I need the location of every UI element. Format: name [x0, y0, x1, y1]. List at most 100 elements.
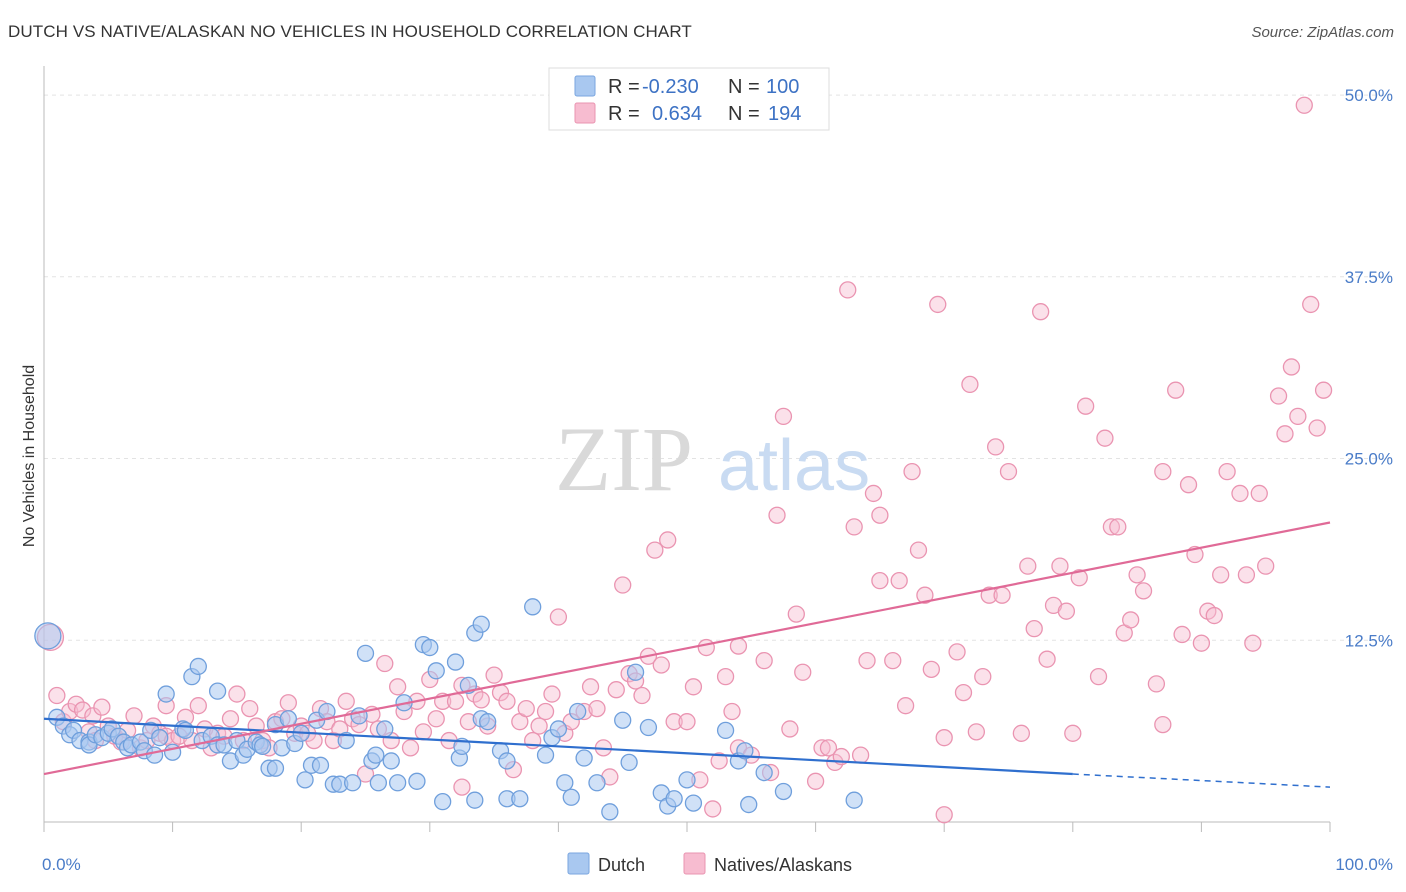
natives-point	[337, 692, 355, 710]
natives-point	[916, 586, 934, 604]
dutch-point	[176, 721, 195, 740]
natives-point	[652, 656, 670, 674]
natives-point	[839, 281, 857, 299]
natives-point	[1025, 619, 1043, 638]
dutch-point	[376, 720, 394, 738]
natives-point	[84, 707, 102, 725]
dutch-point	[562, 788, 580, 806]
dutch-point	[614, 711, 632, 729]
dutch-point	[466, 791, 484, 809]
natives-point	[819, 739, 838, 757]
natives-point	[517, 699, 535, 718]
natives-point	[1218, 462, 1236, 481]
natives-point	[896, 697, 915, 715]
natives-point	[485, 666, 503, 684]
dutch-point	[266, 759, 285, 777]
natives-point	[376, 654, 394, 673]
dutch-point	[356, 644, 375, 663]
natives-point	[1070, 569, 1088, 587]
dutch-point	[343, 774, 362, 792]
natives-point	[1295, 96, 1313, 114]
dutch-point	[367, 746, 385, 764]
legend-r-label: R =	[608, 103, 640, 125]
natives-point	[1012, 724, 1031, 742]
legend-n-value: 100	[766, 76, 799, 98]
legend-swatch-natives	[574, 102, 596, 124]
natives-point	[1302, 295, 1320, 314]
legend-r-value: -0.230	[642, 76, 699, 98]
natives-point	[813, 739, 831, 757]
dutch-point	[639, 718, 658, 737]
natives-point	[1289, 407, 1307, 426]
dutch-point	[684, 794, 703, 812]
natives-point	[1250, 484, 1268, 503]
natives-point	[1244, 634, 1262, 652]
natives-point	[999, 462, 1018, 481]
dutch-point	[716, 721, 735, 740]
natives-point	[1128, 566, 1146, 584]
natives-point	[851, 746, 870, 764]
natives-point	[909, 541, 928, 559]
natives-point	[1077, 397, 1095, 415]
natives-point	[67, 695, 85, 713]
legend-top: R = -0.230 N = 100 R = 0.634 N = 194	[548, 67, 830, 131]
dutch-point	[421, 638, 439, 657]
watermark-atlas: atlas	[718, 426, 870, 506]
natives-point	[1269, 387, 1288, 405]
natives-point	[401, 739, 420, 757]
legend-bottom-natives: Natives/Alaskans	[714, 855, 852, 875]
natives-point	[279, 694, 297, 712]
natives-point	[710, 752, 728, 770]
dutch-point	[472, 615, 490, 633]
dutch-point	[253, 737, 272, 756]
natives-point	[980, 586, 998, 604]
natives-point	[922, 660, 940, 678]
legend-r-value: 0.634	[652, 103, 702, 125]
dutch-point	[446, 653, 465, 671]
natives-point	[1109, 518, 1127, 536]
dutch-point	[755, 763, 773, 782]
natives-point	[986, 438, 1005, 456]
dutch-trend-extension	[1072, 773, 1331, 788]
natives-point	[858, 651, 876, 670]
dutch-point	[575, 749, 593, 767]
natives-point	[73, 701, 92, 719]
dutch-point	[511, 790, 529, 808]
natives-point	[1122, 611, 1140, 629]
natives-point	[228, 685, 246, 703]
natives-point	[1192, 634, 1211, 652]
series-dutch-points	[34, 598, 863, 821]
natives-trend-line	[43, 521, 1331, 776]
natives-point	[659, 531, 677, 549]
dutch-trend-line	[43, 717, 1073, 776]
legend-r-label: R =	[608, 76, 640, 98]
natives-point	[665, 713, 683, 731]
dutch-point	[620, 753, 638, 772]
watermark: ZIP atlas	[555, 408, 870, 510]
x-tick-labels: 0.0% 100.0%	[42, 855, 1393, 874]
dutch-point	[163, 743, 182, 761]
dutch-point	[189, 657, 207, 676]
natives-point	[614, 576, 632, 594]
natives-point	[472, 691, 490, 709]
dutch-point	[382, 752, 400, 770]
natives-point	[768, 506, 786, 524]
natives-point	[954, 683, 973, 702]
source-credit: Source: ZipAtlas.com	[1251, 24, 1394, 41]
natives-point	[1282, 358, 1301, 376]
dutch-point	[434, 792, 452, 811]
natives-point	[787, 605, 805, 623]
legend-top-box	[548, 67, 830, 131]
dutch-point	[678, 771, 696, 789]
natives-point	[871, 572, 889, 590]
dutch-point	[498, 752, 516, 770]
natives-point	[871, 506, 889, 524]
natives-point	[588, 699, 606, 718]
dutch-point	[536, 746, 555, 764]
natives-point	[794, 663, 812, 681]
legend-bottom-swatch-dutch	[567, 852, 590, 875]
dutch-point	[524, 598, 542, 616]
natives-point	[1167, 381, 1185, 399]
natives-point	[1154, 715, 1172, 734]
trend-lines	[43, 521, 1331, 788]
